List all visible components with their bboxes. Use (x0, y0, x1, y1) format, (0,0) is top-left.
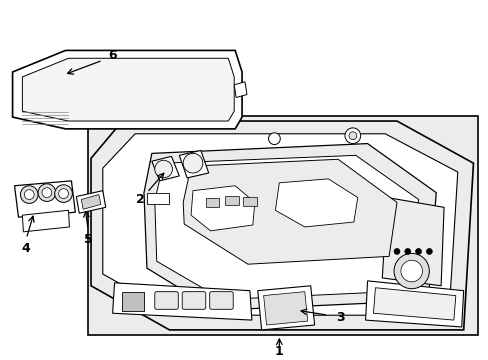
Circle shape (55, 185, 72, 202)
Polygon shape (183, 159, 396, 264)
Circle shape (400, 260, 422, 282)
Circle shape (268, 133, 280, 145)
Polygon shape (179, 150, 208, 178)
Polygon shape (373, 288, 455, 320)
Polygon shape (13, 50, 242, 129)
Text: 3: 3 (335, 311, 344, 324)
Polygon shape (234, 82, 246, 98)
Text: 6: 6 (108, 49, 117, 62)
Bar (225, 195, 239, 205)
Bar (88, 116, 477, 335)
Polygon shape (143, 144, 435, 310)
Bar (243, 197, 256, 206)
Polygon shape (257, 286, 314, 330)
FancyBboxPatch shape (155, 292, 178, 309)
Polygon shape (76, 191, 105, 213)
Polygon shape (91, 121, 472, 330)
Circle shape (348, 132, 356, 140)
Polygon shape (275, 179, 357, 227)
Text: 2: 2 (135, 193, 144, 206)
Circle shape (393, 253, 428, 289)
Text: 1: 1 (274, 345, 283, 358)
Bar (205, 198, 219, 207)
Polygon shape (102, 134, 457, 315)
Circle shape (415, 248, 421, 255)
Polygon shape (263, 292, 307, 325)
Circle shape (38, 184, 56, 202)
Circle shape (20, 186, 38, 203)
Circle shape (155, 160, 172, 178)
Circle shape (24, 190, 34, 199)
Polygon shape (112, 283, 251, 320)
Polygon shape (22, 58, 234, 121)
Text: 5: 5 (83, 233, 92, 246)
Polygon shape (81, 194, 101, 209)
Circle shape (345, 128, 360, 144)
Polygon shape (191, 186, 254, 231)
Circle shape (404, 248, 410, 255)
Bar (122, 292, 143, 311)
Polygon shape (151, 156, 179, 181)
Circle shape (426, 248, 431, 255)
Polygon shape (155, 156, 418, 300)
FancyBboxPatch shape (209, 292, 233, 309)
Polygon shape (382, 198, 443, 286)
Polygon shape (15, 181, 75, 217)
Circle shape (183, 153, 203, 173)
Circle shape (393, 248, 399, 255)
Bar (146, 193, 168, 204)
Circle shape (59, 189, 68, 198)
FancyBboxPatch shape (182, 292, 205, 309)
Circle shape (42, 188, 52, 198)
Polygon shape (22, 210, 69, 232)
Polygon shape (365, 281, 463, 327)
Text: 4: 4 (22, 242, 31, 255)
